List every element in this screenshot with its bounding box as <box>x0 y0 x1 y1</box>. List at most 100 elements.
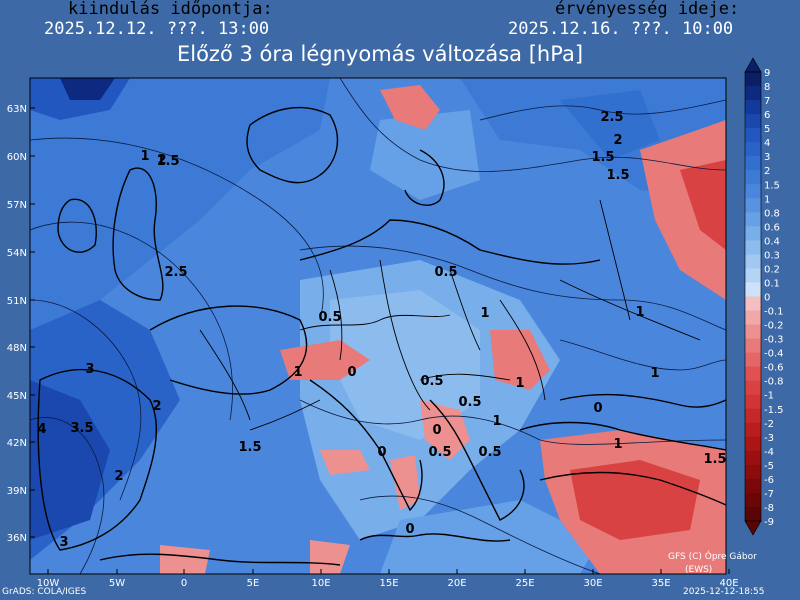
colorbar-label: 0.8 <box>764 208 780 219</box>
colorbar-swatch <box>745 254 761 269</box>
contour-label: 0.5 <box>478 445 501 460</box>
colorbar-label: 5 <box>764 124 770 135</box>
lon-label: 40E <box>719 578 738 589</box>
colorbar-swatch <box>745 492 761 508</box>
colorbar-swatch <box>745 100 761 115</box>
field-region <box>420 400 470 460</box>
colorbar-swatch <box>745 506 761 522</box>
colorbar-swatch <box>745 72 761 87</box>
contour-label: 0 <box>432 423 441 438</box>
field-region <box>570 460 700 540</box>
valid-label: érvényesség ideje: <box>555 0 740 19</box>
contour-label: 2.5 <box>600 110 623 125</box>
colorbar-label: 3 <box>764 152 770 163</box>
contour-label: 0 <box>347 365 356 380</box>
footer-date: 2025-12-12-18:55 <box>683 587 765 597</box>
colorbar-label: -0.1 <box>764 307 784 318</box>
field-region <box>30 78 330 330</box>
contour-label: 1 <box>480 306 489 321</box>
lat-label: 51N <box>7 296 27 307</box>
colorbar-label: -8 <box>764 503 774 514</box>
colorbar-swatch <box>745 296 761 312</box>
field-region <box>380 500 600 574</box>
field-region <box>320 450 370 475</box>
contour-label: 1.5 <box>238 440 261 455</box>
colorbar-label: 0.1 <box>764 278 780 289</box>
contour-label: 3 <box>59 535 68 550</box>
colorbar-label: 0.6 <box>764 222 780 233</box>
colorbar-label: -0.3 <box>764 335 784 346</box>
field-region <box>680 160 726 250</box>
colorbar-label: 1 <box>764 194 770 205</box>
contour-label: 1.5 <box>606 168 629 183</box>
footer-credit: GFS (C) Ópre Gábor <box>668 552 757 562</box>
colorbar-label: 9 <box>764 68 770 79</box>
contour-label: 0.5 <box>434 265 457 280</box>
colorbar-swatch <box>745 268 761 283</box>
colorbar-swatch <box>745 366 761 382</box>
colorbar-swatch <box>745 212 761 227</box>
field-region <box>380 85 440 130</box>
contour-label: 1.5 <box>156 154 179 169</box>
field-region <box>30 380 110 540</box>
colorbar-label: -0.2 <box>764 321 784 332</box>
contour-label: 0.5 <box>428 445 451 460</box>
contour-label: 1 <box>613 437 622 452</box>
coastlines <box>37 107 726 566</box>
contour-label: 3 <box>85 362 94 377</box>
contour-label: 3.5 <box>70 421 93 436</box>
init-value: 2025.12.12. ???. 13:00 <box>44 19 270 39</box>
colorbar-swatch <box>745 450 761 466</box>
lat-label: 48N <box>7 343 27 354</box>
colorbar-swatch <box>745 156 761 171</box>
lat-label: 45N <box>7 391 27 402</box>
contour-label: 0 <box>593 401 602 416</box>
field-region <box>370 110 480 200</box>
colorbar-swatch <box>745 380 761 396</box>
lon-label: 10E <box>311 578 330 589</box>
colorbar-label: 4 <box>764 138 770 149</box>
colorbar-label: -9 <box>764 517 774 528</box>
colorbar-swatch <box>745 352 761 368</box>
contour-label: 0.5 <box>458 395 481 410</box>
colorbar-label: -1.5 <box>764 405 784 416</box>
colorbar-label: 0 <box>764 293 770 304</box>
colorbar-label: -2 <box>764 419 774 430</box>
colorbar-swatch <box>745 408 761 424</box>
contour-label: 2 <box>613 133 622 148</box>
colorbar-frame <box>744 71 762 522</box>
colorbar-swatch <box>745 128 761 143</box>
lon-label: 35E <box>651 578 670 589</box>
field-region <box>160 545 210 574</box>
footer-software: GrADS: COLA/IGES <box>2 587 87 597</box>
colorbar-label: -0.6 <box>764 363 784 374</box>
lon-label: 30E <box>583 578 602 589</box>
longitude-axis: 10W 5W 0 5E 10E 15E 20E 25E 30E 35E 40E <box>37 569 739 589</box>
contour-label: 1 <box>650 366 659 381</box>
colorbar-label: 6 <box>764 110 770 121</box>
contour-label: 1 <box>293 365 302 380</box>
lat-label: 63N <box>7 104 27 115</box>
colorbar-label: -1 <box>764 391 774 402</box>
colorbar-label: 0.2 <box>764 264 780 275</box>
field-region <box>310 540 350 574</box>
colorbar-label: 7 <box>764 96 770 107</box>
colorbar-swatch <box>745 240 761 255</box>
lat-label: 60N <box>7 152 27 163</box>
colorbar-swatch <box>745 226 761 241</box>
lon-label: 5E <box>247 578 260 589</box>
colorbar-label: 8 <box>764 82 770 93</box>
colorbar-swatch <box>745 282 761 297</box>
colorbar-arrow-bottom <box>744 520 762 536</box>
colorbar-swatch <box>745 422 761 438</box>
colorbar-swatch <box>745 170 761 185</box>
field-region <box>60 78 115 100</box>
lon-label: 5W <box>109 578 125 589</box>
lon-label: 25E <box>515 578 534 589</box>
colorbar-swatch <box>745 310 761 326</box>
field-region <box>490 330 550 390</box>
contour-label: 2.5 <box>164 265 187 280</box>
lon-label: 15E <box>379 578 398 589</box>
